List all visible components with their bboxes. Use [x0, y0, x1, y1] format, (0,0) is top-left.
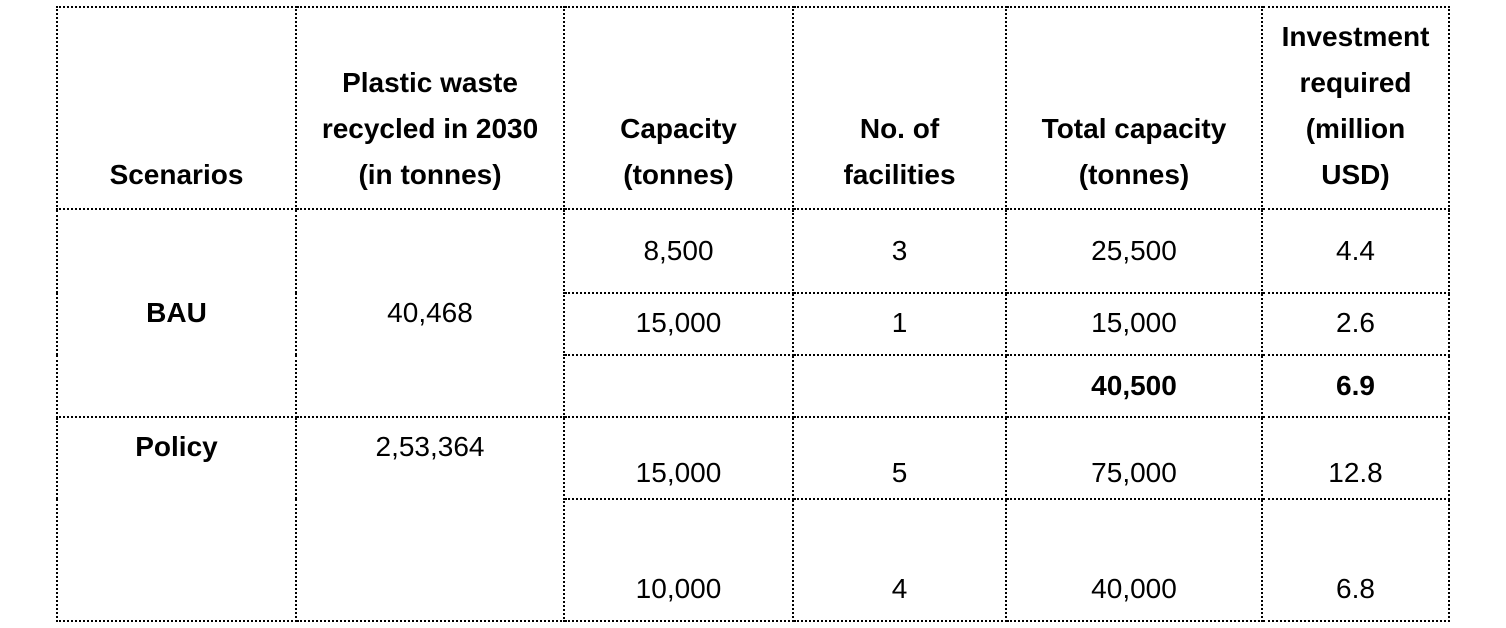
investment-cell: 2.6 — [1261, 292, 1450, 356]
investment-cell: 6.8 — [1261, 498, 1450, 622]
total-capacity-cell: 25,500 — [1005, 208, 1263, 294]
facilities-cell: 1 — [792, 292, 1007, 356]
capacity-cell — [563, 354, 794, 418]
recycled-cell-bau: 40,468 — [295, 208, 565, 418]
header-capacity: Capacity (tonnes) — [563, 6, 794, 210]
investment-sum-cell: 6.9 — [1261, 354, 1450, 418]
table-row: BAU 40,468 8,500 3 25,500 4.4 — [56, 208, 1450, 418]
header-total-capacity: Total capacity (tonnes) — [1005, 6, 1263, 210]
capacity-cell: 8,500 — [563, 208, 794, 294]
total-capacity-sum-cell: 40,500 — [1005, 354, 1263, 418]
table-row: 10,000 4 40,000 6.8 — [57, 498, 1450, 622]
facilities-cell: 4 — [792, 498, 1007, 622]
table-row-total: 40,500 6.9 — [57, 354, 1450, 418]
facilities-cell — [792, 354, 1007, 418]
investment-cell: 4.4 — [1261, 208, 1450, 294]
investment-cell: 12.8 — [1261, 416, 1450, 500]
total-capacity-cell: 40,000 — [1005, 498, 1263, 622]
total-capacity-cell: 75,000 — [1005, 416, 1263, 500]
recycled-cell-policy: 2,53,364 — [295, 416, 565, 622]
header-investment: Investment required (million USD) — [1261, 6, 1450, 210]
total-capacity-cell: 15,000 — [1005, 292, 1263, 356]
header-plastic-waste: Plastic waste recycled in 2030 (in tonne… — [295, 6, 565, 210]
scenario-cell-policy: Policy — [56, 416, 297, 622]
header-row: Scenarios Plastic waste recycled in 2030… — [56, 6, 1450, 210]
facilities-cell: 3 — [792, 208, 1007, 294]
capacity-cell: 10,000 — [563, 498, 794, 622]
header-scenarios: Scenarios — [56, 6, 297, 210]
scenario-cell-bau: BAU — [56, 208, 297, 418]
table-row: Policy 2,53,364 15,000 5 75,000 12.8 — [56, 416, 1450, 622]
capacity-cell: 15,000 — [563, 416, 794, 500]
data-table-container: Scenarios Plastic waste recycled in 2030… — [56, 6, 1450, 622]
header-facilities: No. of facilities — [792, 6, 1007, 210]
facilities-cell: 5 — [792, 416, 1007, 500]
capacity-cell: 15,000 — [563, 292, 794, 356]
table-row: 15,000 1 15,000 2.6 — [57, 292, 1450, 356]
investment-table: Scenarios Plastic waste recycled in 2030… — [56, 6, 1450, 622]
